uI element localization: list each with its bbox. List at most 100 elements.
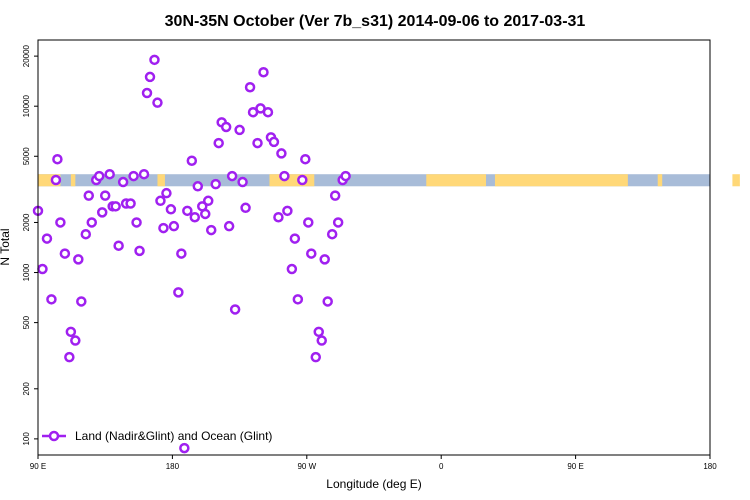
data-point <box>340 170 351 182</box>
data-point <box>200 208 211 220</box>
data-point <box>223 220 235 232</box>
data-point <box>289 233 301 244</box>
data-point <box>93 170 105 182</box>
data-point <box>322 296 333 307</box>
data-point <box>303 217 314 228</box>
data-point <box>117 176 129 188</box>
x-tick-label: 180 <box>703 462 717 471</box>
data-point <box>158 222 169 234</box>
data-point <box>226 170 238 182</box>
land-segment <box>157 174 165 187</box>
data-point <box>234 124 245 136</box>
data-point <box>131 217 142 228</box>
y-tick-label: 100 <box>22 432 31 446</box>
data-point <box>149 54 160 66</box>
x-tick-label: 0 <box>439 462 444 471</box>
y-tick-label: 500 <box>22 315 31 329</box>
data-point <box>152 97 163 108</box>
data-point <box>179 442 190 454</box>
data-point <box>268 136 280 148</box>
data-point <box>189 211 201 223</box>
data-point <box>252 137 263 149</box>
y-tick-label: 20000 <box>22 44 31 67</box>
y-tick-label: 5000 <box>22 147 31 165</box>
data-point <box>282 205 293 217</box>
x-tick-label: 180 <box>166 462 180 471</box>
y-tick-label: 1000 <box>22 263 31 281</box>
data-point <box>141 87 153 99</box>
data-point <box>134 245 145 257</box>
y-axis-label: N Total <box>0 228 12 265</box>
x-tick-label: 90 E <box>30 462 46 471</box>
data-point <box>173 287 184 298</box>
land-segment <box>732 174 740 187</box>
data-point <box>86 217 98 228</box>
legend-marker <box>48 430 60 442</box>
data-point <box>46 294 57 305</box>
data-point <box>306 248 317 259</box>
data-point <box>59 248 71 259</box>
data-point <box>220 121 232 133</box>
data-point <box>144 71 156 83</box>
y-axis-ticks: 100 200 500 1000 2000 5000 10000 20000 <box>22 44 38 446</box>
data-point <box>128 170 139 182</box>
data-point <box>297 174 308 186</box>
data-point <box>313 326 324 338</box>
y-tick-label: 200 <box>22 382 31 396</box>
data-point <box>213 137 224 149</box>
data-point <box>55 217 66 228</box>
data-point <box>80 228 92 240</box>
data-point <box>104 168 115 180</box>
data-point <box>182 205 193 217</box>
data-point <box>165 204 177 215</box>
data-point <box>244 81 256 93</box>
data-point <box>161 187 172 199</box>
data-point <box>96 207 108 218</box>
data-point <box>202 195 214 207</box>
data-point <box>73 254 84 265</box>
data-point <box>64 351 75 363</box>
y-tick-label: 2000 <box>22 213 31 231</box>
data-point <box>329 190 341 201</box>
data-point <box>52 153 63 165</box>
data-point <box>168 220 180 232</box>
chart-title: 30N-35N October (Ver 7b_s31) 2014-09-06 … <box>165 13 586 30</box>
data-point <box>125 198 136 209</box>
data-point <box>83 190 95 201</box>
data-point <box>319 254 330 265</box>
land-segment <box>494 174 628 187</box>
data-point <box>310 351 322 363</box>
data-point <box>237 176 248 188</box>
data-points <box>32 54 351 454</box>
data-point <box>205 224 217 236</box>
data-point <box>99 190 111 201</box>
x-tick-label: 90 E <box>567 462 583 471</box>
y-tick-label: 10000 <box>22 95 31 118</box>
data-point <box>276 148 287 159</box>
data-point <box>110 201 121 212</box>
data-point <box>300 153 311 165</box>
plot-frame <box>37 39 711 456</box>
data-point <box>176 248 187 259</box>
data-point <box>258 66 269 78</box>
x-axis-label: Longitude (deg E) <box>326 477 421 491</box>
land-segment <box>70 174 76 187</box>
data-point <box>186 155 198 166</box>
data-point <box>138 168 150 180</box>
legend-label: Land (Nadir&Glint) and Ocean (Glint) <box>75 429 272 443</box>
data-point <box>292 294 304 305</box>
data-point <box>70 335 81 346</box>
data-point <box>76 296 87 307</box>
data-point <box>155 195 166 207</box>
land-segment <box>426 174 486 187</box>
data-point <box>113 240 124 251</box>
data-point <box>37 263 48 275</box>
land-segment <box>657 174 663 187</box>
data-point <box>50 174 62 186</box>
data-point <box>286 263 298 275</box>
data-point <box>332 217 344 228</box>
data-point <box>273 211 284 223</box>
data-point <box>279 170 290 182</box>
data-point <box>262 106 274 118</box>
